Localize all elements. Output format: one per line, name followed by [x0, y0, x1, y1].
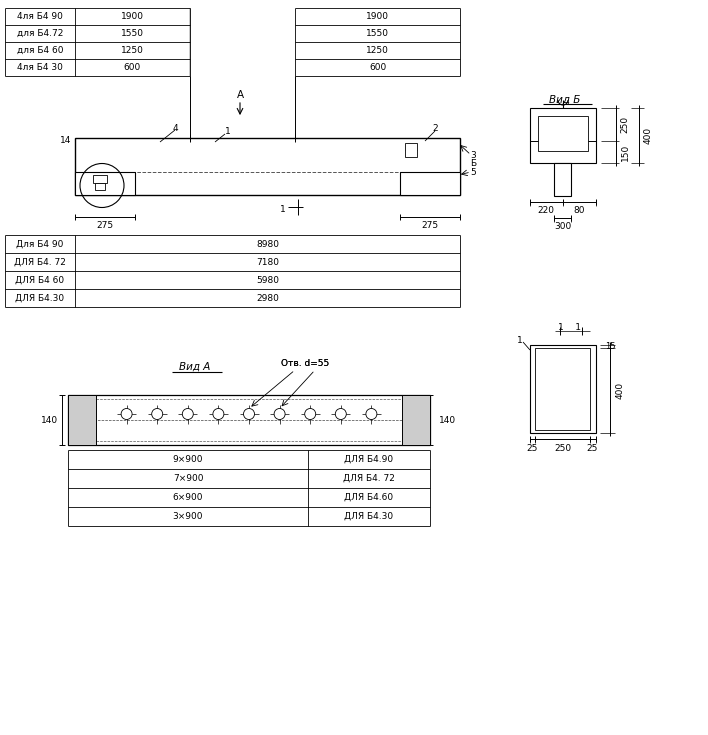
Text: 140: 140	[42, 415, 59, 425]
Text: ДЛЯ Б4.60: ДЛЯ Б4.60	[344, 493, 394, 502]
Bar	[75, 172, 135, 195]
Text: Отв. d=55: Отв. d=55	[281, 359, 329, 368]
Text: для Б4.72: для Б4.72	[17, 29, 63, 38]
Bar	[400, 172, 460, 195]
Circle shape	[244, 409, 254, 420]
Bar	[68, 395, 96, 445]
Bar	[95, 183, 105, 190]
Bar	[402, 395, 430, 445]
Bar	[538, 116, 588, 151]
Text: 4: 4	[172, 123, 178, 132]
Text: 2980: 2980	[256, 293, 279, 303]
Text: 400: 400	[615, 382, 624, 399]
Text: 7180: 7180	[256, 257, 279, 267]
Bar	[530, 108, 596, 163]
Text: 25: 25	[527, 443, 538, 453]
Text: 1: 1	[225, 126, 231, 135]
Text: 150: 150	[620, 143, 629, 161]
Text: для Б4 60: для Б4 60	[17, 46, 63, 55]
Text: 1900: 1900	[121, 12, 144, 21]
Text: 1250: 1250	[366, 46, 389, 55]
Text: Для Б4 90: Для Б4 90	[16, 240, 64, 248]
Bar	[75, 138, 460, 195]
Text: 2: 2	[432, 123, 438, 132]
Text: 9×900: 9×900	[173, 455, 203, 464]
Circle shape	[182, 409, 193, 420]
Text: 275: 275	[421, 220, 438, 229]
Text: ДЛЯ Б4.30: ДЛЯ Б4.30	[16, 293, 64, 303]
Circle shape	[152, 409, 163, 420]
Circle shape	[366, 409, 377, 420]
Text: ДЛЯ Б4. 72: ДЛЯ Б4. 72	[14, 257, 66, 267]
Circle shape	[274, 409, 285, 420]
Text: 1: 1	[280, 204, 285, 213]
Text: Отв. d=55: Отв. d=55	[281, 359, 329, 368]
Circle shape	[121, 409, 132, 420]
Text: 250: 250	[620, 116, 629, 133]
Text: 1550: 1550	[366, 29, 389, 38]
Text: 600: 600	[124, 63, 141, 72]
Text: 3: 3	[470, 151, 476, 159]
Text: 5: 5	[470, 168, 476, 176]
Text: 6×900: 6×900	[173, 493, 203, 502]
Bar	[93, 175, 107, 183]
Bar	[68, 395, 430, 445]
Text: 7×900: 7×900	[173, 474, 203, 483]
Text: 8980: 8980	[256, 240, 279, 248]
Text: 300: 300	[554, 221, 571, 231]
Text: 14: 14	[60, 135, 72, 145]
Text: 3×900: 3×900	[173, 512, 203, 521]
Bar	[405, 143, 417, 157]
Text: 220: 220	[538, 206, 555, 215]
Bar	[530, 345, 596, 433]
Text: 1900: 1900	[366, 12, 389, 21]
Circle shape	[304, 409, 316, 420]
Text: ДЛЯ Б4 60: ДЛЯ Б4 60	[16, 276, 64, 284]
Text: Б: Б	[470, 159, 476, 168]
Text: 250: 250	[554, 443, 571, 453]
Text: Вид Б: Вид Б	[549, 95, 581, 105]
Text: 1550: 1550	[121, 29, 144, 38]
Text: 1250: 1250	[121, 46, 144, 55]
Circle shape	[336, 409, 346, 420]
Text: 5980: 5980	[256, 276, 279, 284]
Text: Вид А: Вид А	[179, 362, 211, 372]
Text: 80: 80	[573, 206, 585, 215]
Bar	[535, 348, 590, 430]
Text: 25: 25	[587, 443, 598, 453]
Text: 1: 1	[517, 335, 523, 345]
Text: 4ля Б4 30: 4ля Б4 30	[17, 63, 63, 72]
Text: А: А	[236, 90, 244, 100]
Text: ДЛЯ Б4. 72: ДЛЯ Б4. 72	[343, 474, 395, 483]
Circle shape	[213, 409, 224, 420]
Text: 275: 275	[96, 220, 113, 229]
Text: ДЛЯ Б4.90: ДЛЯ Б4.90	[344, 455, 394, 464]
Text: 400: 400	[644, 127, 653, 144]
Text: 600: 600	[369, 63, 386, 72]
Text: 1    1: 1 1	[559, 323, 581, 331]
Text: 4ля Б4 90: 4ля Б4 90	[17, 12, 63, 21]
Text: 140: 140	[440, 415, 457, 425]
Bar	[554, 163, 571, 196]
Text: ДЛЯ Б4.30: ДЛЯ Б4.30	[344, 512, 394, 521]
Text: 15: 15	[605, 342, 615, 351]
